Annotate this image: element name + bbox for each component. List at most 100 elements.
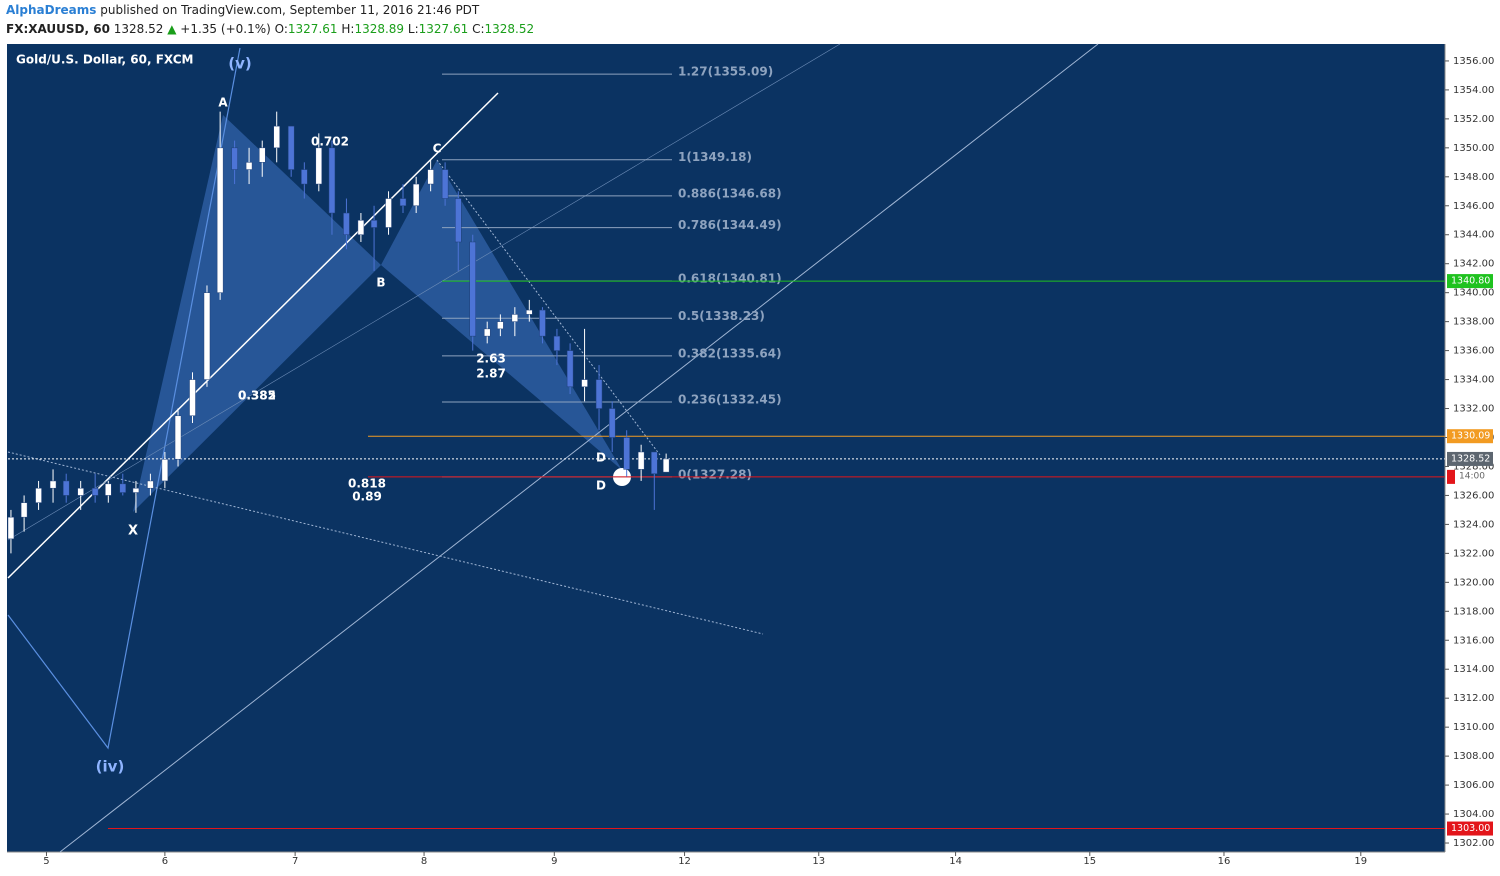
candle-body [174, 415, 182, 460]
annotation: 0.702 [311, 135, 349, 149]
x-tick-label: 5 [43, 856, 49, 867]
candle-body [105, 483, 112, 496]
x-tick-label: 12 [678, 856, 691, 867]
change: +1.35 (+0.1%) [180, 22, 271, 36]
candle-body [132, 487, 140, 493]
price-tag [1447, 429, 1493, 444]
chart-title: Gold/U.S. Dollar, 60, FXCM [16, 53, 194, 67]
candle-body [511, 314, 519, 322]
publisher[interactable]: AlphaDreams [6, 3, 97, 17]
candle-body [203, 292, 211, 380]
candle-body [553, 335, 561, 351]
y-tick-label: 1346.00 [1453, 201, 1494, 212]
y-tick-label: 1324.00 [1453, 519, 1494, 530]
candle-body [526, 309, 533, 315]
price-tag-label: 1340.80 [1451, 276, 1490, 287]
y-tick-label: 1314.00 [1453, 664, 1494, 675]
y-tick-label: 1310.00 [1453, 722, 1494, 733]
candle-body [258, 147, 266, 163]
fib-label: 0(1327.28) [678, 467, 752, 481]
y-tick-label: 1316.00 [1453, 635, 1494, 646]
candle-body [35, 487, 42, 503]
price-tag [1447, 274, 1493, 289]
candle-body [399, 198, 407, 207]
y-tick-label: 1302.00 [1453, 838, 1494, 849]
y-axis-panel [1446, 44, 1500, 852]
fib-label: 0.5(1338.23) [678, 309, 765, 323]
ohlc-value: 1327.61 [418, 22, 469, 36]
candle-body [62, 480, 70, 496]
fib-label: 1(1349.18) [678, 150, 752, 164]
ohlc-label: C: [472, 22, 485, 36]
symbol: FX:XAUUSD, 60 [6, 22, 110, 36]
y-tick-label: 1312.00 [1453, 693, 1494, 704]
fib-label: 0.618(1340.81) [678, 271, 782, 285]
y-tick-label: 1350.00 [1453, 143, 1494, 154]
candle-body [608, 408, 616, 438]
fib-label: 0.886(1346.68) [678, 186, 782, 200]
candle-body [273, 125, 280, 149]
x-tick-label: 13 [812, 856, 825, 867]
fib-label: 1.27(1355.09) [678, 65, 773, 79]
y-tick-label: 1352.00 [1453, 114, 1494, 125]
price-tag-label: 1303.00 [1451, 823, 1490, 834]
candle-body [245, 162, 253, 170]
candle-body [662, 458, 670, 473]
candle-body [651, 451, 658, 474]
candle-body [623, 437, 630, 470]
y-tick-label: 1354.00 [1453, 85, 1494, 96]
ohlc-value: 1328.89 [354, 22, 405, 36]
candle-body [539, 309, 546, 337]
wave-line [7, 47, 241, 750]
pattern-bcd [381, 160, 622, 470]
candle-body [161, 458, 169, 482]
y-tick-label: 1306.00 [1453, 780, 1494, 791]
y-tick-label: 1338.00 [1453, 317, 1494, 328]
x-tick-label: 15 [1083, 856, 1096, 867]
header: AlphaDreams published on TradingView.com… [0, 0, 1500, 44]
y-tick-label: 1328.00 [1453, 461, 1494, 472]
annotation: X [128, 524, 138, 539]
ohlc-label: L: [407, 22, 419, 36]
candle-body [370, 220, 378, 228]
candle-body [455, 198, 462, 243]
y-tick-label: 1322.00 [1453, 548, 1494, 559]
annotation: B [376, 276, 385, 290]
annotation: 0.818 [348, 477, 386, 491]
x-tick-label: 8 [421, 856, 427, 867]
x-axis-panel [0, 853, 1500, 876]
candle-body [20, 502, 28, 518]
annotation: 2.63 [476, 352, 506, 366]
candle-body [483, 328, 491, 337]
candle-body [581, 379, 588, 388]
candle-body [595, 379, 603, 409]
price-tag [1447, 469, 1455, 484]
candle-body [119, 483, 127, 493]
up-arrow: ▲ [167, 22, 177, 36]
x-tick-label: 16 [1218, 856, 1231, 867]
candle-body [328, 147, 336, 214]
trend-line [59, 43, 1099, 853]
candle-body [189, 379, 196, 417]
candle-body [315, 147, 323, 185]
fib-label: 0.382(1335.64) [678, 346, 782, 360]
trend-line [7, 43, 841, 541]
price-tag [1447, 821, 1493, 836]
annotation: (iv) [96, 758, 125, 776]
candle-body [147, 480, 154, 489]
annotation: D [596, 479, 606, 493]
y-tick-label: 1308.00 [1453, 751, 1494, 762]
x-tick-label: 7 [292, 856, 298, 867]
last-price: 1328.52 [113, 22, 164, 36]
x-tick-label: 6 [162, 856, 168, 867]
candle-body [287, 125, 295, 170]
candle-body [566, 350, 574, 388]
annotation: (v) [228, 55, 252, 73]
y-tick-label: 1342.00 [1453, 259, 1494, 270]
y-tick-label: 1320.00 [1453, 577, 1494, 588]
y-tick-label: 1318.00 [1453, 606, 1494, 617]
annotation: C [433, 142, 442, 156]
annotation: D [596, 451, 606, 465]
publish-line: AlphaDreams published on TradingView.com… [6, 3, 479, 17]
